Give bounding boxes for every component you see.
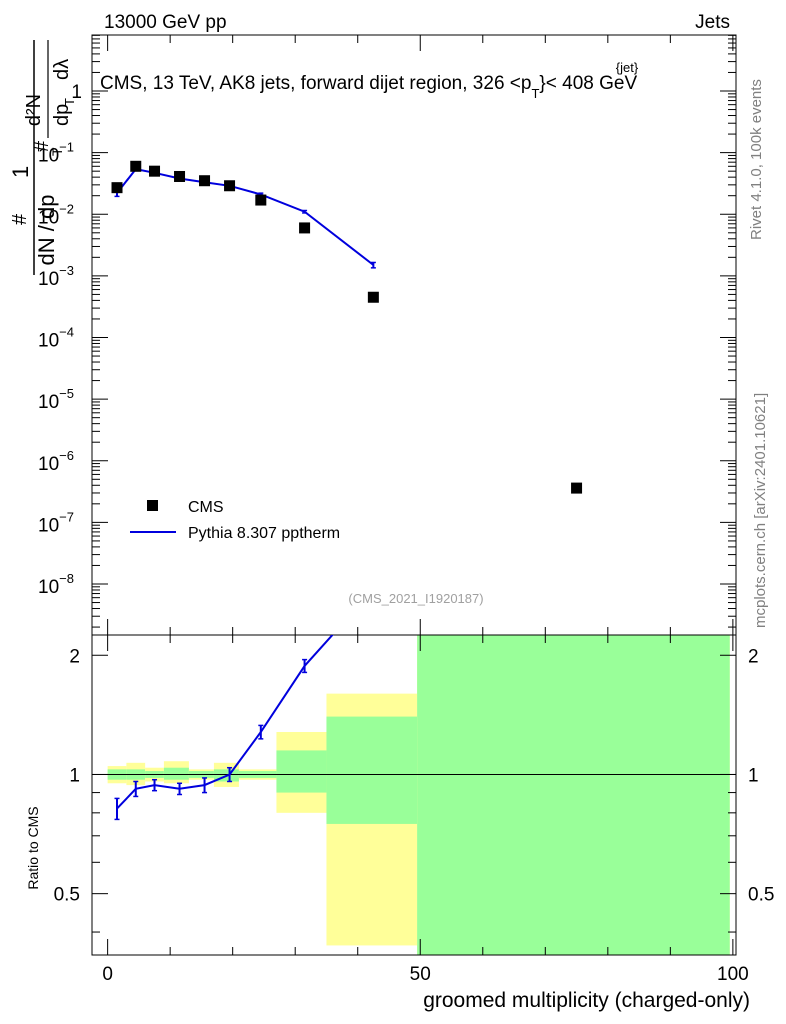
y-tick-label: 10−4 <box>38 325 74 352</box>
main-axis-ticks <box>92 34 736 635</box>
ratio-band-green <box>276 750 327 793</box>
y-tick-label: 10−3 <box>38 263 74 290</box>
ratio-y-tick-label-left: 1 <box>69 765 80 786</box>
y-tick-label: 10−7 <box>38 509 74 536</box>
legend-mc-label: Pythia 8.307 pptherm <box>188 525 340 542</box>
ratio-y-tick-label-right: 2 <box>748 646 759 667</box>
main-frame-rect <box>91 34 737 636</box>
mc-series <box>114 166 376 269</box>
plot-title: CMS, 13 TeV, AK8 jets, forward dijet reg… <box>100 73 637 101</box>
data-point <box>255 194 267 206</box>
data-point <box>174 170 186 182</box>
data-point <box>149 165 161 177</box>
y-tick-label: 10−8 <box>38 571 74 598</box>
y-tick-label: 1 <box>71 82 82 103</box>
data-point <box>199 175 211 187</box>
ratio-panel-frame <box>91 634 737 956</box>
ratio-band-green <box>326 716 418 824</box>
data-point <box>224 180 236 192</box>
y-label-lambda: dλ <box>51 59 73 80</box>
y-label-denominator-sub: T <box>49 147 65 156</box>
x-tick-label: 100 <box>717 964 749 985</box>
y-tick-label: 10−6 <box>38 448 74 475</box>
data-point <box>367 291 379 303</box>
data-point <box>130 160 142 172</box>
main-y-tick-labels: 1 10−1 10−2 10−3 10−4 10−5 10−6 10−7 10−8 <box>38 82 82 598</box>
ratio-frame-rect <box>91 634 737 956</box>
y-tick-label: 10−1 <box>38 140 74 167</box>
legend-data-marker <box>147 500 158 511</box>
ratio-band-green <box>417 635 730 955</box>
ratio-mc-clipped <box>114 635 334 821</box>
ratio-tick-labels: 0.5 0.5 1 1 2 2 0 50 100 <box>54 646 775 985</box>
x-axis-label: groomed multiplicity (charged-only) <box>423 989 750 1012</box>
main-y-axis-label: # 1 dN / dp T # d²N dp T dλ <box>8 40 77 275</box>
y-label-numerator: 1 <box>8 166 33 178</box>
mcplots-label: mcplots.cern.ch [arXiv:2401.10621] <box>752 393 769 628</box>
y-label-second-denominator-sub: T <box>62 98 77 106</box>
legend-data-label: CMS <box>188 499 224 516</box>
main-panel-frame <box>91 34 737 636</box>
x-tick-label: 50 <box>410 964 431 985</box>
ratio-axis-ticks <box>92 635 736 955</box>
data-point <box>111 182 123 194</box>
y-label-second-numerator: d²N <box>23 94 45 126</box>
ratio-y-tick-label-left: 2 <box>69 646 80 667</box>
data-series <box>111 160 583 494</box>
category-label: Jets <box>695 12 730 33</box>
ratio-y-axis-label: Ratio to CMS <box>25 806 41 889</box>
data-point <box>299 222 311 234</box>
plot-title-superscript: {jet} <box>616 60 639 75</box>
y-label-hash-2: # <box>31 140 53 152</box>
mc-curve <box>116 167 375 266</box>
ratio-y-tick-label-right: 1 <box>748 765 759 786</box>
analysis-id: (CMS_2021_I1920187) <box>348 591 483 606</box>
rivet-version-label: Rivet 4.1.0, 100k events <box>748 79 765 240</box>
ratio-y-tick-label-left: 0.5 <box>54 885 80 906</box>
y-label-denominator: dN / dp <box>34 195 59 266</box>
energy-label: 13000 GeV pp <box>104 12 227 33</box>
ratio-band-green <box>163 767 189 780</box>
y-label-second-denominator: dp <box>51 104 73 126</box>
x-tick-label: 0 <box>102 964 113 985</box>
data-point <box>571 482 583 494</box>
legend: CMS Pythia 8.307 pptherm <box>130 499 340 542</box>
y-tick-label: 10−2 <box>38 201 74 228</box>
ratio-uncertainty-bands <box>107 635 730 955</box>
ratio-y-tick-label-right: 0.5 <box>748 885 774 906</box>
ratio-mc-series <box>114 635 334 821</box>
y-label-hash-1: # <box>9 213 31 225</box>
y-tick-label: 10−5 <box>38 386 74 413</box>
